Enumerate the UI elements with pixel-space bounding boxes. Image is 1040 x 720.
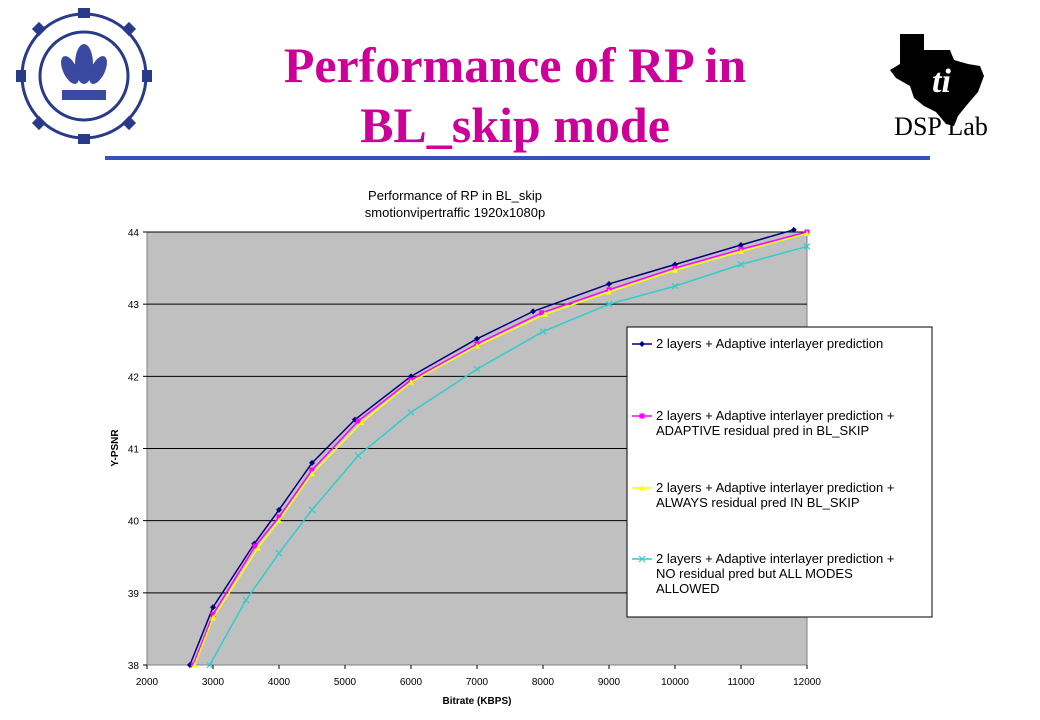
legend-item-2: 2 layers + Adaptive interlayer predictio…	[632, 408, 894, 438]
x-axis-ticks: 2000 3000 4000 5000 6000 7000 8000 9000 10000 110…	[136, 665, 821, 688]
data-point	[308, 506, 316, 514]
data-point	[539, 328, 547, 336]
data-point	[605, 300, 613, 308]
y-axis-ticks: 38 39 40 41 42 43 44	[128, 228, 147, 672]
data-point	[408, 379, 414, 385]
legend-label: 2 layers + Adaptive interlayer predictio…	[656, 551, 894, 596]
data-point	[191, 662, 198, 668]
data-point	[407, 408, 415, 416]
series-line	[209, 245, 808, 666]
data-point	[639, 413, 645, 419]
series-layer	[186, 226, 811, 669]
title-line-2: BL_skip mode	[360, 97, 670, 153]
dsp-lab-label: DSP Lab	[894, 112, 988, 141]
x-tick-label: 4000	[268, 677, 291, 688]
data-point	[254, 545, 261, 551]
chart-subtitle: smotionvipertraffic 1920x1080p	[365, 205, 545, 220]
data-point	[474, 343, 480, 349]
y-tick-label: 38	[128, 661, 140, 672]
legend-label: 2 layers + Adaptive interlayer predictio…	[656, 480, 894, 510]
x-tick-label: 6000	[400, 677, 423, 688]
data-point	[275, 549, 283, 557]
data-point	[473, 365, 481, 373]
data-point	[355, 418, 361, 424]
y-tick-label: 44	[128, 228, 140, 239]
x-tick-label: 5000	[334, 677, 357, 688]
title-divider	[105, 156, 930, 160]
data-point	[606, 288, 612, 295]
data-point	[541, 311, 548, 317]
y-tick-label: 42	[128, 372, 140, 383]
chart-title: Performance of RP in BL_skip	[368, 188, 542, 203]
x-tick-label: 9000	[598, 677, 621, 688]
legend-item-4: 2 layers + Adaptive interlayer predictio…	[632, 551, 894, 596]
iit-bombay-seal-icon	[16, 8, 152, 144]
data-point	[738, 248, 744, 254]
data-point	[474, 335, 480, 342]
data-point	[276, 517, 282, 524]
x-tick-label: 2000	[136, 677, 159, 688]
x-tick-label: 11000	[727, 677, 755, 688]
legend-item-3: 2 layers + Adaptive interlayer predictio…	[632, 480, 894, 510]
data-point	[206, 661, 214, 669]
legend-item-1: 2 layers + Adaptive interlayer predictio…	[632, 336, 883, 351]
data-point	[210, 615, 216, 621]
data-point	[358, 419, 365, 426]
data-point	[539, 310, 545, 316]
y-tick-label: 43	[128, 300, 140, 311]
data-point	[242, 596, 250, 604]
x-tick-label: 10000	[661, 677, 689, 688]
data-point	[804, 230, 810, 236]
data-point	[638, 555, 646, 563]
data-point	[210, 611, 216, 617]
data-point	[671, 282, 679, 290]
y-axis-label: Y-PSNR	[110, 429, 121, 467]
data-point	[738, 241, 744, 248]
x-tick-label: 3000	[202, 677, 225, 688]
data-point	[210, 604, 216, 611]
legend-box	[626, 326, 933, 618]
x-tick-label: 7000	[466, 677, 489, 688]
legend: 2 layers + Adaptive interlayer predictio…	[626, 326, 933, 618]
data-point	[252, 543, 258, 549]
legend-label: 2 layers + Adaptive interlayer predictio…	[656, 408, 894, 438]
data-point	[309, 459, 315, 466]
data-point	[606, 280, 612, 287]
y-tick-label: 40	[128, 517, 140, 528]
page-title: Performance of RP in BL_skip mode	[150, 35, 880, 155]
x-tick-label: 8000	[532, 677, 555, 688]
y-tick-label: 39	[128, 589, 140, 600]
series-3	[191, 230, 810, 668]
x-tick-label: 12000	[793, 677, 821, 688]
legend-label: 2 layers + Adaptive interlayer predictio…	[656, 336, 883, 351]
data-point	[803, 243, 811, 250]
data-point	[639, 341, 645, 347]
y-tick-label: 41	[128, 445, 140, 456]
data-point	[737, 261, 745, 268]
data-point	[530, 308, 537, 315]
title-line-1: Performance of RP in	[283, 37, 747, 93]
data-point	[276, 506, 282, 513]
ti-texas-logo-icon: ti	[890, 34, 984, 126]
data-point	[672, 267, 678, 273]
data-point	[639, 485, 645, 491]
data-point	[309, 470, 315, 477]
data-point	[276, 514, 282, 520]
data-point	[790, 226, 797, 233]
series-4	[206, 243, 811, 669]
data-point	[354, 452, 362, 460]
svg-text:ti: ti	[932, 63, 951, 100]
x-axis-label: Bitrate (KBPS)	[443, 696, 512, 707]
data-point	[309, 467, 315, 473]
